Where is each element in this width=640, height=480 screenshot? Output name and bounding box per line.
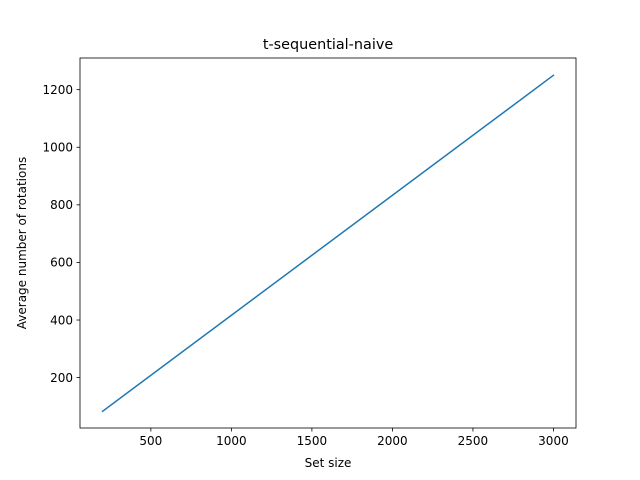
x-tick-label: 2000 [377,434,408,448]
y-axis-ticks: 200 400 600 800 1000 1200 [42,83,80,385]
x-axis-label: Set size [305,456,352,470]
chart-title: t-sequential-naive [263,37,394,53]
series-layer [101,74,555,413]
y-tick-label: 600 [50,256,73,270]
plot-frame [79,57,577,429]
y-tick-label: 200 [50,371,73,385]
x-tick-label: 1000 [216,434,247,448]
y-axis-label: Average number of rotations [15,157,29,329]
x-tick-label: 1500 [297,434,328,448]
x-tick-label: 500 [139,434,162,448]
x-tick-label: 3000 [538,434,569,448]
y-tick-label: 1000 [42,141,73,155]
series-line [101,74,555,413]
y-tick-label: 1200 [42,83,73,97]
y-tick-label: 800 [50,198,73,212]
x-tick-label: 2500 [458,434,489,448]
y-tick-label: 400 [50,313,73,327]
x-axis-ticks: 500 1000 1500 2000 2500 3000 [139,428,569,448]
